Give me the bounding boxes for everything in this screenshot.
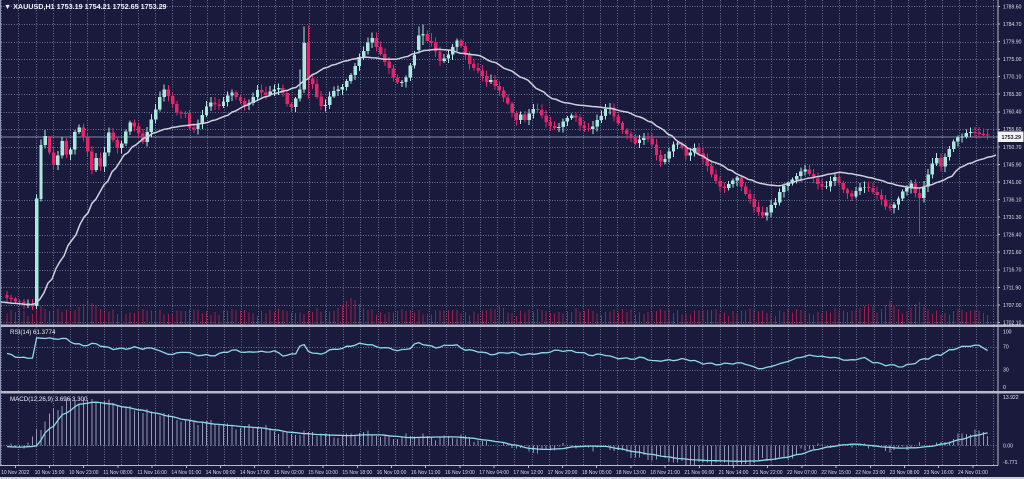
svg-text:1765.30: 1765.30 [1003,92,1022,98]
svg-text:22 Nov 07:00: 22 Nov 07:00 [787,470,817,476]
svg-text:10 Nov 23:00: 10 Nov 23:00 [69,470,99,476]
svg-text:1716.70: 1716.70 [1003,268,1022,274]
svg-text:14 Nov 17:00: 14 Nov 17:00 [240,470,270,476]
svg-text:100: 100 [1003,329,1012,335]
svg-text:1707.00: 1707.00 [1003,303,1022,309]
svg-text:1736.10: 1736.10 [1003,198,1022,204]
svg-text:23 Nov 08:00: 23 Nov 08:00 [890,470,920,476]
svg-text:30: 30 [1003,368,1009,374]
svg-text:17 Nov 04:00: 17 Nov 04:00 [479,470,509,476]
svg-text:14 Nov 01:00: 14 Nov 01:00 [171,470,201,476]
svg-text:11 Nov 08:00: 11 Nov 08:00 [103,470,133,476]
svg-text:1789.60: 1789.60 [1003,4,1022,10]
svg-text:15 Nov 10:00: 15 Nov 10:00 [308,470,338,476]
svg-text:11 Nov 16:00: 11 Nov 16:00 [137,470,167,476]
svg-text:1755.60: 1755.60 [1003,127,1022,133]
svg-text:0: 0 [1003,385,1006,391]
svg-text:0.00: 0.00 [1003,443,1013,449]
svg-text:10 Nov 15:00: 10 Nov 15:00 [35,470,65,476]
svg-text:21 Nov 06:00: 21 Nov 06:00 [684,470,714,476]
svg-text:18 Nov 21:00: 18 Nov 21:00 [650,470,680,476]
svg-text:16 Nov 19:00: 16 Nov 19:00 [445,470,475,476]
svg-text:18 Nov 05:00: 18 Nov 05:00 [582,470,612,476]
svg-text:MACD(12,26,9) 3.696 3.300: MACD(12,26,9) 3.696 3.300 [10,396,88,403]
svg-text:1775.00: 1775.00 [1003,57,1022,63]
svg-text:1753.29: 1753.29 [1002,135,1022,141]
svg-text:-6.771: -6.771 [1003,460,1018,466]
svg-text:1721.60: 1721.60 [1003,250,1022,256]
svg-text:15 Nov 18:00: 15 Nov 18:00 [342,470,372,476]
svg-text:14 Nov 09:00: 14 Nov 09:00 [206,470,236,476]
svg-text:1784.70: 1784.70 [1003,22,1022,28]
svg-text:16 Nov 03:00: 16 Nov 03:00 [377,470,407,476]
svg-text:▼ XAUUSD,H1 1753.19 1754.21 1: ▼ XAUUSD,H1 1753.19 1754.21 1752.65 1753… [4,2,167,11]
svg-text:24 Nov 01:00: 24 Nov 01:00 [958,470,988,476]
svg-text:1750.70: 1750.70 [1003,145,1022,151]
svg-text:21 Nov 22:00: 21 Nov 22:00 [753,470,783,476]
svg-text:1726.40: 1726.40 [1003,233,1022,239]
svg-text:22 Nov 23:00: 22 Nov 23:00 [855,470,885,476]
svg-text:1745.90: 1745.90 [1003,162,1022,168]
svg-text:70: 70 [1003,345,1009,351]
svg-text:1779.90: 1779.90 [1003,39,1022,45]
svg-text:1711.90: 1711.90 [1003,285,1021,291]
svg-text:17 Nov 12:00: 17 Nov 12:00 [513,470,543,476]
svg-text:13.922: 13.922 [1003,395,1019,401]
svg-text:23 Nov 16:00: 23 Nov 16:00 [924,470,954,476]
svg-text:15 Nov 02:00: 15 Nov 02:00 [274,470,304,476]
svg-text:1760.40: 1760.40 [1003,110,1022,116]
svg-text:21 Nov 14:00: 21 Nov 14:00 [719,470,749,476]
svg-text:10 Nov 2022: 10 Nov 2022 [1,470,30,476]
svg-text:RSI(14) 61.3774: RSI(14) 61.3774 [10,329,56,336]
svg-text:1731.30: 1731.30 [1003,215,1022,221]
svg-text:1702.10: 1702.10 [1003,320,1022,326]
svg-text:1770.10: 1770.10 [1003,75,1022,81]
svg-text:17 Nov 20:00: 17 Nov 20:00 [548,470,578,476]
svg-text:18 Nov 13:00: 18 Nov 13:00 [616,470,646,476]
svg-text:16 Nov 11:00: 16 Nov 11:00 [411,470,441,476]
svg-text:1741.00: 1741.00 [1003,180,1022,186]
svg-text:22 Nov 15:00: 22 Nov 15:00 [821,470,851,476]
